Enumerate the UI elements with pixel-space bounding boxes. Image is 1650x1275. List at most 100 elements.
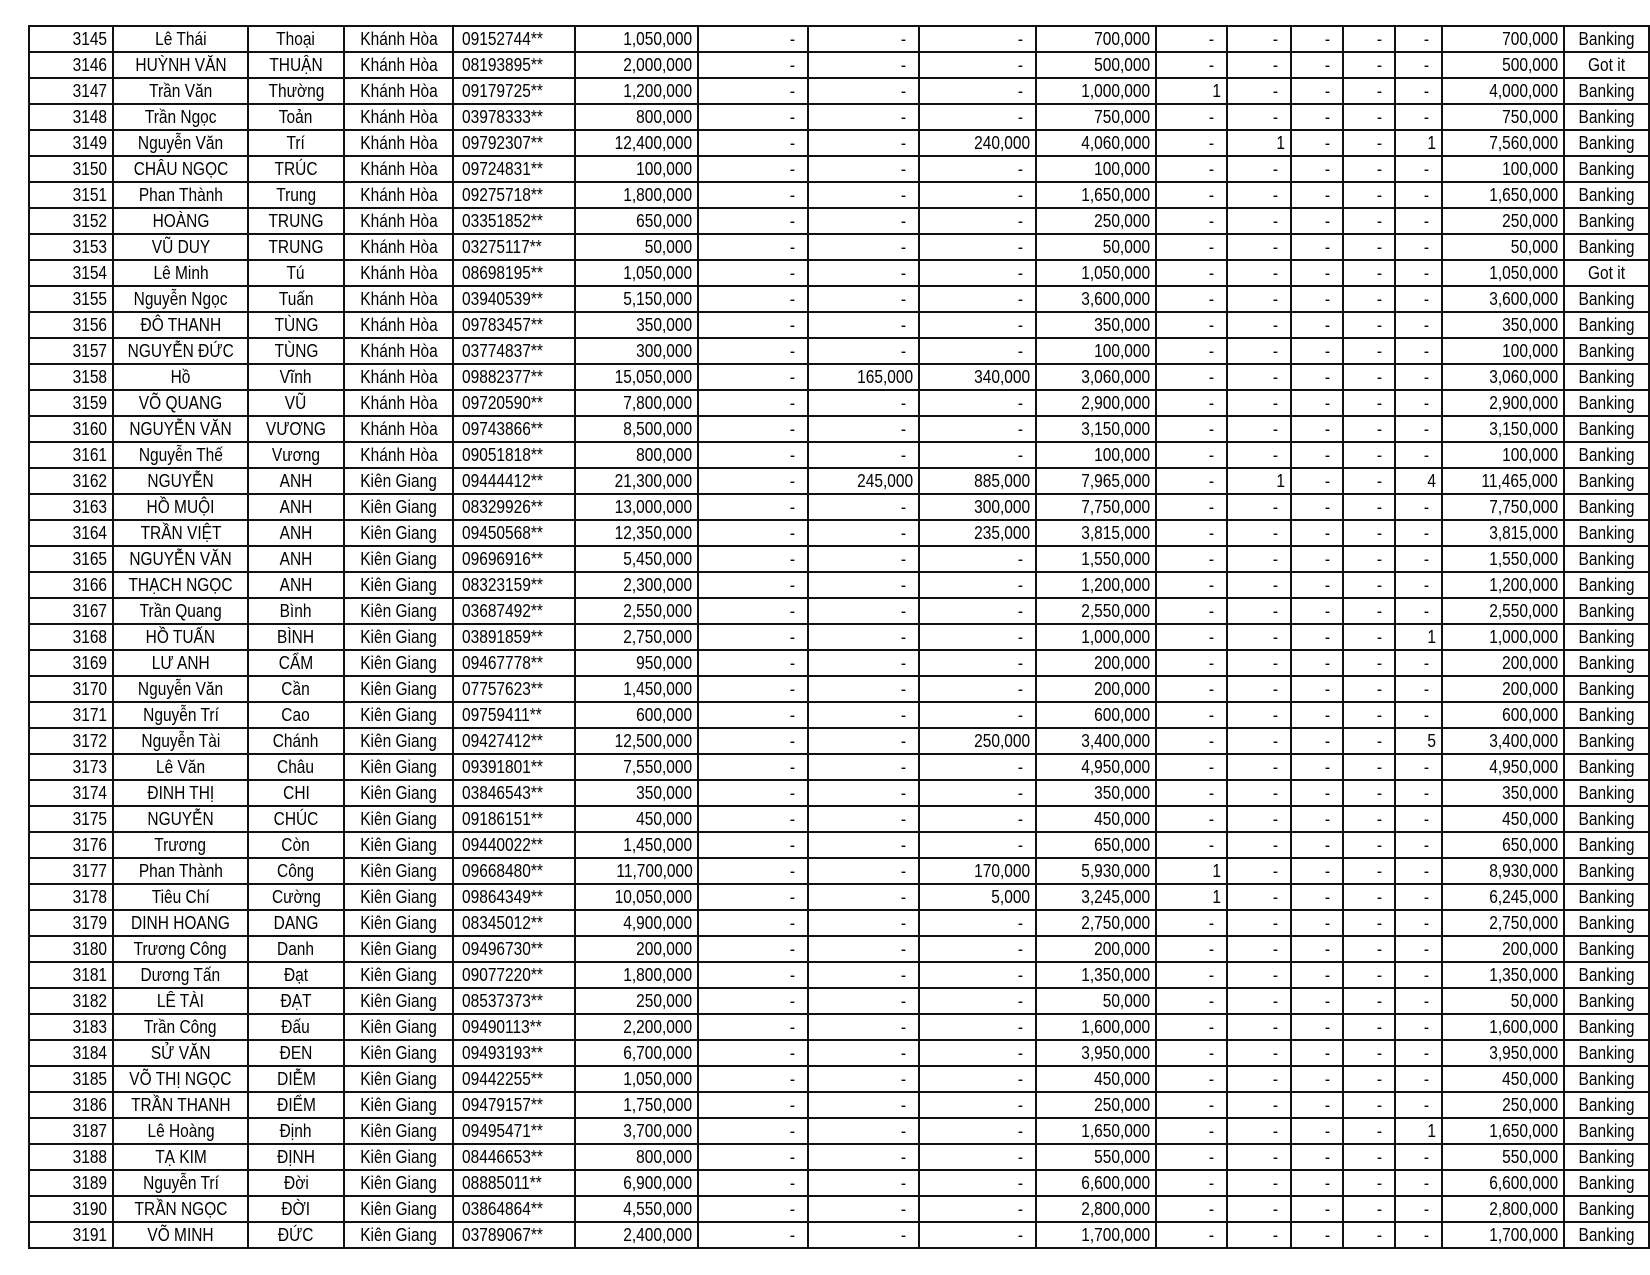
cell-payment-method: Banking	[1563, 1195, 1650, 1223]
cell-text: -	[790, 289, 796, 309]
cell-phone: 09493193**	[452, 1039, 577, 1067]
cell-text: ĐÔ THANH	[140, 315, 221, 335]
cell-given-name: ĐEN	[247, 1039, 345, 1067]
cell-province: Khánh Hòa	[342, 233, 455, 261]
table-row: 3167 Trần Quang Bình Kiên Giang 03687492** 2,…	[28, 597, 1650, 625]
cell-count-4: -	[1341, 727, 1396, 755]
cell-amount-5: 700,000	[1034, 25, 1157, 53]
cell-text: -	[1324, 1043, 1330, 1063]
cell-text: HỒ TUẤN	[145, 627, 216, 647]
cell-text: Kiên Giang	[360, 497, 437, 517]
cell-amount-1: 2,400,000	[574, 1221, 700, 1249]
cell-count-4: -	[1341, 1091, 1396, 1119]
cell-text: 350,000	[636, 315, 693, 335]
cell-text: SỬ VĂN	[150, 1043, 211, 1063]
cell-amount-2: -	[697, 727, 810, 755]
cell-phone: 09783457**	[452, 311, 577, 339]
cell-text: 100,000	[636, 159, 693, 179]
cell-text: -	[1017, 1043, 1023, 1063]
cell-text: -	[1272, 29, 1278, 49]
cell-text: -	[790, 1121, 796, 1141]
cell-text: 8,930,000	[1489, 861, 1559, 881]
cell-row-number: 3160	[28, 415, 114, 443]
cell-text: -	[1376, 471, 1382, 491]
cell-text: -	[1272, 367, 1278, 387]
cell-text: 3,815,000	[1080, 523, 1150, 543]
cell-text: 5,150,000	[623, 289, 693, 309]
cell-count-3: -	[1289, 675, 1344, 703]
cell-text: 200,000	[1093, 653, 1150, 673]
cell-amount-5: 350,000	[1034, 311, 1157, 339]
cell-payment-method: Banking	[1563, 909, 1650, 937]
cell-province: Kiên Giang	[342, 675, 455, 703]
cell-text: 350,000	[1093, 315, 1150, 335]
cell-amount-3: -	[807, 25, 921, 53]
cell-text: 1,650,000	[1080, 1121, 1150, 1141]
cell-text: Khánh Hòa	[359, 445, 438, 465]
cell-text: -	[790, 1225, 796, 1245]
cell-text: 3147	[72, 81, 107, 101]
cell-payment-method: Banking	[1563, 1143, 1650, 1171]
cell-row-number: 3172	[28, 727, 114, 755]
cell-amount-2: -	[697, 545, 810, 573]
cell-text: -	[1208, 55, 1214, 75]
cell-family-name: Trương	[111, 831, 250, 859]
cell-province: Kiên Giang	[342, 519, 455, 547]
cell-text: Khánh Hòa	[359, 367, 438, 387]
cell-text: Kiên Giang	[360, 523, 437, 543]
cell-text: -	[1423, 315, 1429, 335]
cell-count-3: -	[1289, 25, 1344, 53]
cell-text: 5,930,000	[1080, 861, 1150, 881]
cell-total: 7,750,000	[1440, 493, 1566, 521]
cell-text: Nguyễn Tài	[141, 731, 221, 751]
cell-amount-3: -	[807, 571, 921, 599]
cell-count-2: -	[1226, 779, 1292, 807]
cell-text: 7,550,000	[623, 757, 693, 777]
cell-row-number: 3173	[28, 753, 114, 781]
cell-amount-4: -	[918, 831, 1037, 859]
cell-text: 1,450,000	[623, 835, 693, 855]
cell-text: 03687492**	[462, 601, 544, 621]
cell-text: -	[1017, 575, 1023, 595]
cell-count-4: -	[1341, 961, 1396, 989]
cell-text: 09864349**	[462, 887, 544, 907]
cell-count-3: -	[1289, 831, 1344, 859]
cell-text: 09275718**	[462, 185, 544, 205]
cell-row-number: 3168	[28, 623, 114, 651]
cell-text: 6,900,000	[623, 1173, 693, 1193]
cell-province: Kiên Giang	[342, 623, 455, 651]
cell-text: Kiên Giang	[360, 627, 437, 647]
cell-count-5: -	[1393, 207, 1443, 235]
cell-text: 100,000	[1502, 341, 1559, 361]
cell-amount-3: 245,000	[807, 467, 921, 495]
cell-text: -	[790, 29, 796, 49]
cell-text: 800,000	[636, 107, 693, 127]
cell-text: 09724831**	[462, 159, 544, 179]
cell-count-4: -	[1341, 1143, 1396, 1171]
cell-count-5: 5	[1393, 727, 1443, 755]
cell-text: -	[1272, 887, 1278, 907]
cell-text: Kiên Giang	[360, 939, 437, 959]
cell-amount-4: -	[918, 1065, 1037, 1093]
cell-amount-3: -	[807, 623, 921, 651]
cell-count-5: -	[1393, 831, 1443, 859]
cell-text: 3171	[72, 705, 107, 725]
cell-text: Banking	[1578, 159, 1635, 179]
cell-text: 950,000	[636, 653, 693, 673]
table-row: 3170 Nguyễn Văn Cần Kiên Giang 07757623** 1,4…	[28, 675, 1650, 703]
cell-text: -	[1324, 757, 1330, 777]
cell-amount-5: 1,550,000	[1034, 545, 1157, 573]
cell-text: Kiên Giang	[360, 965, 437, 985]
cell-count-1: -	[1154, 415, 1229, 443]
cell-text: -	[1017, 809, 1023, 829]
cell-given-name: ĐIỂM	[247, 1091, 345, 1119]
cell-amount-4: 340,000	[918, 363, 1037, 391]
cell-text: 09479157**	[462, 1095, 544, 1115]
cell-text: ĐỨC	[278, 1225, 314, 1245]
cell-text: -	[1423, 913, 1429, 933]
cell-text: NGUYỄN	[147, 809, 214, 829]
cell-text: Banking	[1578, 1199, 1635, 1219]
cell-text: -	[900, 1043, 907, 1063]
cell-payment-method: Banking	[1563, 519, 1650, 547]
cell-text: 650,000	[1502, 835, 1559, 855]
